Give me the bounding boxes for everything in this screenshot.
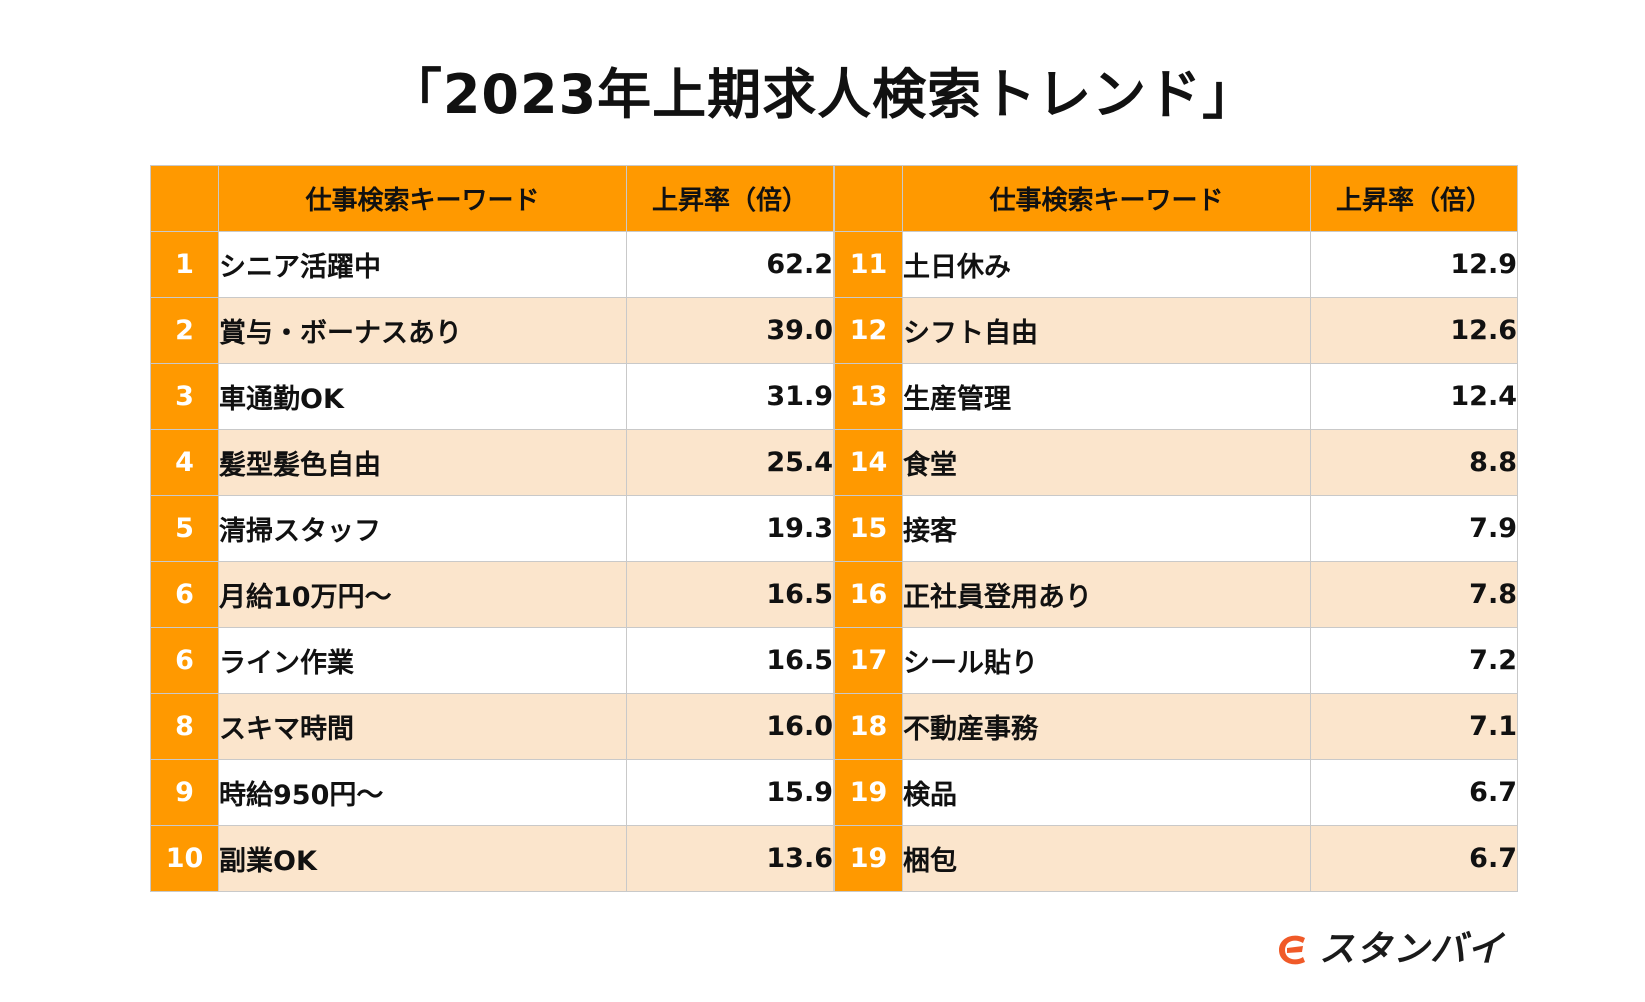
table-row: 3 車通勤OK 31.9 xyxy=(150,363,834,430)
rate-cell: 7.2 xyxy=(1310,627,1518,694)
rate-cell: 15.9 xyxy=(626,759,834,826)
table-row: 14 食堂 8.8 xyxy=(834,429,1518,496)
table-row: 5 清掃スタッフ 19.3 xyxy=(150,495,834,562)
keyword-cell: スキマ時間 xyxy=(218,693,627,760)
rate-cell: 39.0 xyxy=(626,297,834,364)
table-row: 4 髪型髪色自由 25.4 xyxy=(150,429,834,496)
keyword-cell: 清掃スタッフ xyxy=(218,495,627,562)
keyword-cell: 検品 xyxy=(902,759,1311,826)
table-row: 17 シール貼り 7.2 xyxy=(834,627,1518,694)
standby-logo-icon xyxy=(1279,935,1305,965)
rate-cell: 6.7 xyxy=(1310,759,1518,826)
rank-cell: 9 xyxy=(150,759,219,826)
keyword-cell: シフト自由 xyxy=(902,297,1311,364)
standby-logo-text: スタンバイ xyxy=(1319,929,1505,970)
rate-cell: 6.7 xyxy=(1310,825,1518,892)
keyword-cell: シール貼り xyxy=(902,627,1311,694)
rate-cell: 12.9 xyxy=(1310,231,1518,298)
rank-cell: 6 xyxy=(150,561,219,628)
rank-cell: 19 xyxy=(834,759,903,826)
table-row: 1 シニア活躍中 62.2 xyxy=(150,231,834,298)
keyword-cell: ライン作業 xyxy=(218,627,627,694)
ranking-tables: 仕事検索キーワード 上昇率（倍） 1 シニア活躍中 62.2 2 賞与・ボーナスあり 39… xyxy=(150,165,1518,892)
keyword-cell: 月給10万円～ xyxy=(218,561,627,628)
rank-cell: 17 xyxy=(834,627,903,694)
rank-cell: 2 xyxy=(150,297,219,364)
rank-cell: 5 xyxy=(150,495,219,562)
table-row: 9 時給950円～ 15.9 xyxy=(150,759,834,826)
header-row: 仕事検索キーワード 上昇率（倍） xyxy=(834,165,1518,232)
table-row: 19 検品 6.7 xyxy=(834,759,1518,826)
keyword-cell: 生産管理 xyxy=(902,363,1311,430)
rate-cell: 7.8 xyxy=(1310,561,1518,628)
table-row: 8 スキマ時間 16.0 xyxy=(150,693,834,760)
rank-cell: 8 xyxy=(150,693,219,760)
ranking-table-right: 仕事検索キーワード 上昇率（倍） 11 土日休み 12.9 12 シフト自由 12.6 13… xyxy=(834,165,1518,892)
rank-cell: 4 xyxy=(150,429,219,496)
rank-cell: 18 xyxy=(834,693,903,760)
table-row: 13 生産管理 12.4 xyxy=(834,363,1518,430)
keyword-cell: 不動産事務 xyxy=(902,693,1311,760)
table-row: 15 接客 7.9 xyxy=(834,495,1518,562)
rate-cell: 13.6 xyxy=(626,825,834,892)
standby-logo: スタンバイ xyxy=(1273,928,1504,972)
keyword-cell: 接客 xyxy=(902,495,1311,562)
page-title: 「2023年上期求人検索トレンド」 xyxy=(387,63,1258,126)
rank-cell: 19 xyxy=(834,825,903,892)
keyword-cell: 車通勤OK xyxy=(218,363,627,430)
rate-cell: 8.8 xyxy=(1310,429,1518,496)
table-row: 2 賞与・ボーナスあり 39.0 xyxy=(150,297,834,364)
rate-cell: 12.6 xyxy=(1310,297,1518,364)
rank-cell: 15 xyxy=(834,495,903,562)
rank-cell: 1 xyxy=(150,231,219,298)
keyword-cell: 副業OK xyxy=(218,825,627,892)
rate-cell: 19.3 xyxy=(626,495,834,562)
keyword-cell: 賞与・ボーナスあり xyxy=(218,297,627,364)
table-row: 6 月給10万円～ 16.5 xyxy=(150,561,834,628)
rank-cell: 10 xyxy=(150,825,219,892)
rank-header xyxy=(834,165,903,232)
rank-header xyxy=(150,165,219,232)
keyword-cell: 正社員登用あり xyxy=(902,561,1311,628)
table-row: 12 シフト自由 12.6 xyxy=(834,297,1518,364)
rate-cell: 7.1 xyxy=(1310,693,1518,760)
rate-cell: 12.4 xyxy=(1310,363,1518,430)
table-row: 6 ライン作業 16.5 xyxy=(150,627,834,694)
rank-cell: 3 xyxy=(150,363,219,430)
rate-cell: 25.4 xyxy=(626,429,834,496)
rank-cell: 13 xyxy=(834,363,903,430)
rank-cell: 12 xyxy=(834,297,903,364)
rate-cell: 16.0 xyxy=(626,693,834,760)
table-row: 16 正社員登用あり 7.8 xyxy=(834,561,1518,628)
rank-cell: 16 xyxy=(834,561,903,628)
header-row: 仕事検索キーワード 上昇率（倍） xyxy=(150,165,834,232)
table-row: 10 副業OK 13.6 xyxy=(150,825,834,892)
rank-cell: 11 xyxy=(834,231,903,298)
keyword-header: 仕事検索キーワード xyxy=(218,165,627,232)
keyword-cell: シニア活躍中 xyxy=(218,231,627,298)
rate-cell: 7.9 xyxy=(1310,495,1518,562)
rank-cell: 6 xyxy=(150,627,219,694)
ranking-table-left: 仕事検索キーワード 上昇率（倍） 1 シニア活躍中 62.2 2 賞与・ボーナスあり 39… xyxy=(150,165,834,892)
rate-header: 上昇率（倍） xyxy=(626,165,834,232)
keyword-cell: 梱包 xyxy=(902,825,1311,892)
rate-cell: 31.9 xyxy=(626,363,834,430)
keyword-cell: 土日休み xyxy=(902,231,1311,298)
rate-cell: 16.5 xyxy=(626,627,834,694)
keyword-header: 仕事検索キーワード xyxy=(902,165,1311,232)
keyword-cell: 髪型髪色自由 xyxy=(218,429,627,496)
table-row: 18 不動産事務 7.1 xyxy=(834,693,1518,760)
table-row: 19 梱包 6.7 xyxy=(834,825,1518,892)
rate-cell: 62.2 xyxy=(626,231,834,298)
table-row: 11 土日休み 12.9 xyxy=(834,231,1518,298)
rank-cell: 14 xyxy=(834,429,903,496)
keyword-cell: 時給950円～ xyxy=(218,759,627,826)
keyword-cell: 食堂 xyxy=(902,429,1311,496)
rate-cell: 16.5 xyxy=(626,561,834,628)
rate-header: 上昇率（倍） xyxy=(1310,165,1518,232)
